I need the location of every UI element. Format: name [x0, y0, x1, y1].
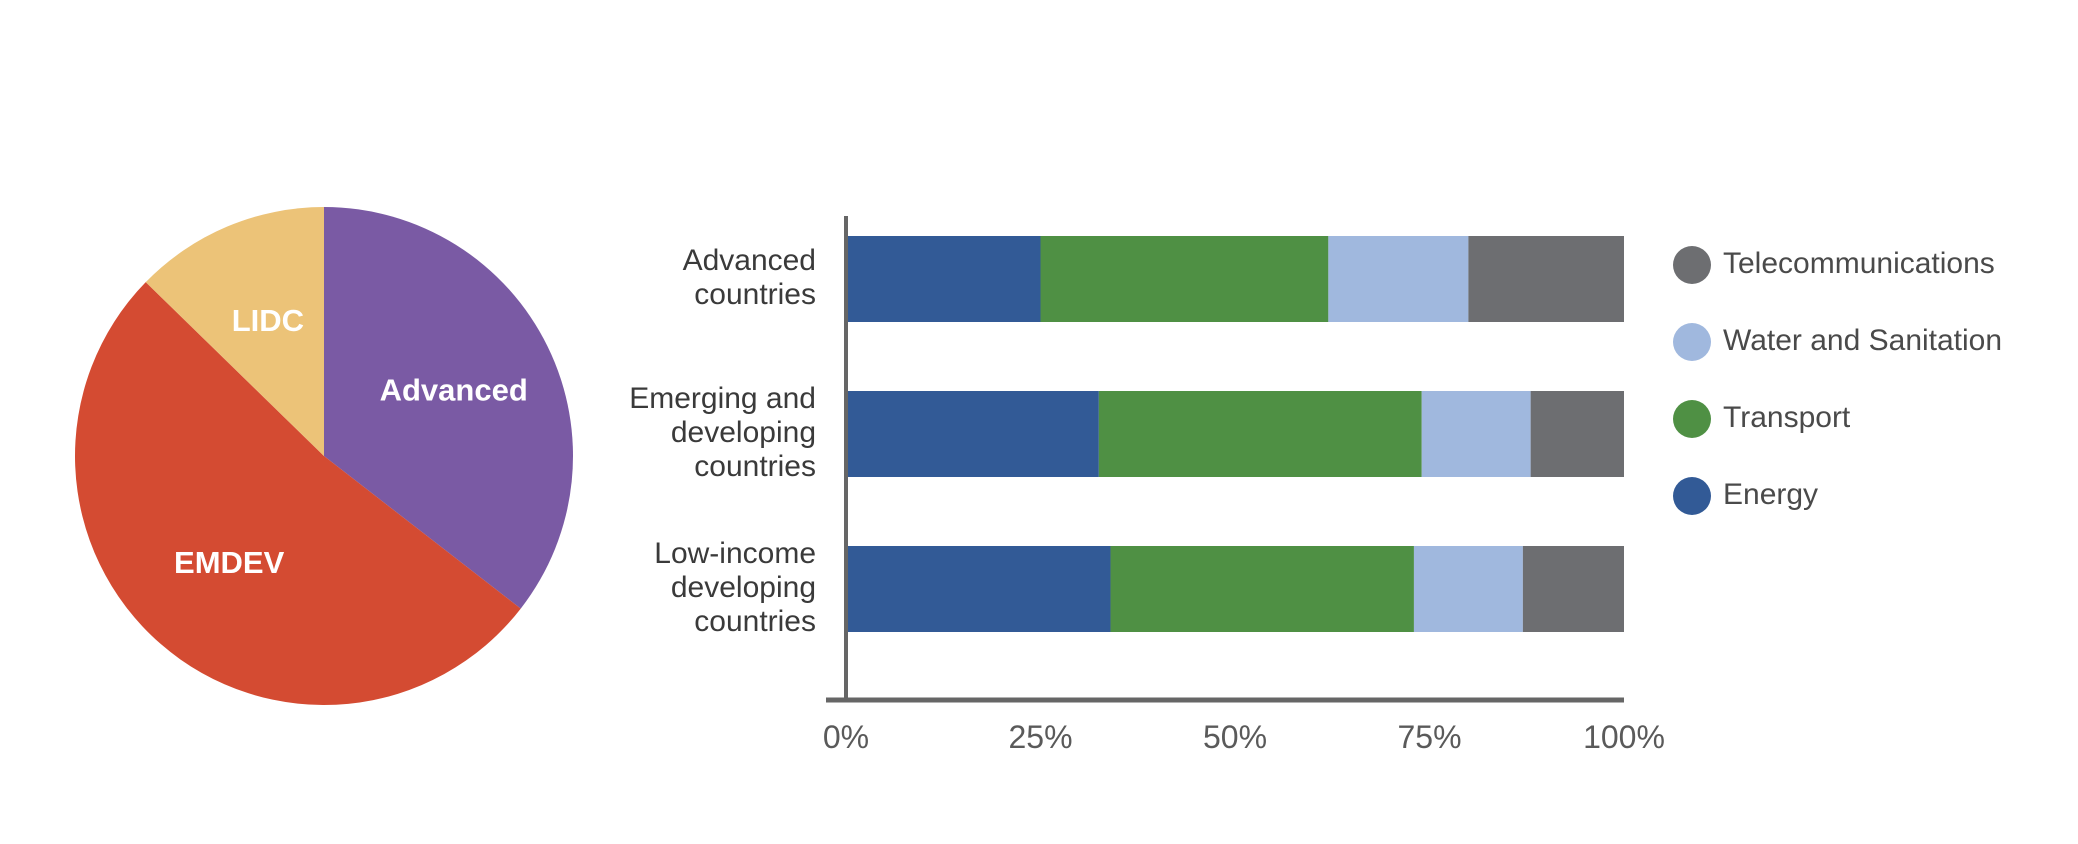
legend-item-energy: Energy	[1673, 477, 1818, 515]
category-label-1: Advanced countries	[683, 244, 816, 311]
legend-swatch-energy	[1673, 477, 1711, 515]
legend-swatch-transport	[1673, 400, 1711, 438]
legend: Telecommunications Water and Sanitation Tr…	[1673, 246, 2002, 515]
legend-label-telecommunications: Telecommunications	[1723, 247, 1995, 280]
legend-swatch-telecommunications	[1673, 246, 1711, 284]
pie-chart: Advanced EMDEV LIDC	[75, 207, 573, 705]
pie-label-emdev: EMDEV	[174, 545, 285, 580]
pie-slice-emdev	[75, 282, 521, 705]
pie-label-lidc: LIDC	[232, 303, 304, 338]
pie-slice-advanced	[324, 207, 573, 609]
bar-segment-transport-row-3	[1110, 546, 1414, 632]
pie-label-advanced: Advanced	[380, 373, 528, 408]
legend-label-transport: Transport	[1723, 401, 1851, 434]
x-tick-labels: 0% 25% 50% 75% 100%	[823, 719, 1665, 755]
pie-slice-lidc	[145, 207, 324, 456]
legend-item-transport: Transport	[1673, 400, 1851, 438]
category-label-line: countries	[694, 450, 816, 483]
x-tick-label-25: 25%	[1008, 719, 1072, 755]
category-label-line: Low-income	[654, 537, 816, 570]
x-tick-label-0: 0%	[823, 719, 869, 755]
bar-segment-water-and-sanitation-row-2	[1421, 391, 1531, 477]
bar-segment-energy-row-3	[846, 546, 1111, 632]
category-label-line: developing	[671, 571, 816, 604]
category-label-line: developing	[671, 416, 816, 449]
category-label-3: Low-income developing countries	[654, 537, 816, 638]
x-tick-label-100: 100%	[1583, 719, 1665, 755]
legend-item-telecommunications: Telecommunications	[1673, 246, 1995, 284]
legend-swatch-water-and-sanitation	[1673, 323, 1711, 361]
bar-segment-transport-row-2	[1098, 391, 1422, 477]
bar-segment-transport-row-1	[1040, 236, 1329, 322]
legend-label-energy: Energy	[1723, 478, 1818, 511]
bar-segment-telecommunications-row-3	[1522, 546, 1624, 632]
legend-label-water-and-sanitation: Water and Sanitation	[1723, 324, 2002, 357]
bar-segment-water-and-sanitation-row-1	[1328, 236, 1469, 322]
category-label-line: Advanced	[683, 244, 816, 277]
x-tick-label-75: 75%	[1397, 719, 1461, 755]
bar-segment-energy-row-1	[846, 236, 1041, 322]
bar-segments	[846, 236, 1624, 632]
category-label-2: Emerging and developing countries	[629, 382, 816, 483]
bar-segment-water-and-sanitation-row-3	[1413, 546, 1523, 632]
legend-item-water-and-sanitation: Water and Sanitation	[1673, 323, 2002, 361]
category-label-line: Emerging and	[629, 382, 816, 415]
bar-segment-energy-row-2	[846, 391, 1099, 477]
category-label-line: countries	[694, 605, 816, 638]
bar-segment-telecommunications-row-2	[1530, 391, 1624, 477]
category-label-line: countries	[694, 278, 816, 311]
x-tick-label-50: 50%	[1203, 719, 1267, 755]
bar-segment-telecommunications-row-1	[1468, 236, 1624, 322]
